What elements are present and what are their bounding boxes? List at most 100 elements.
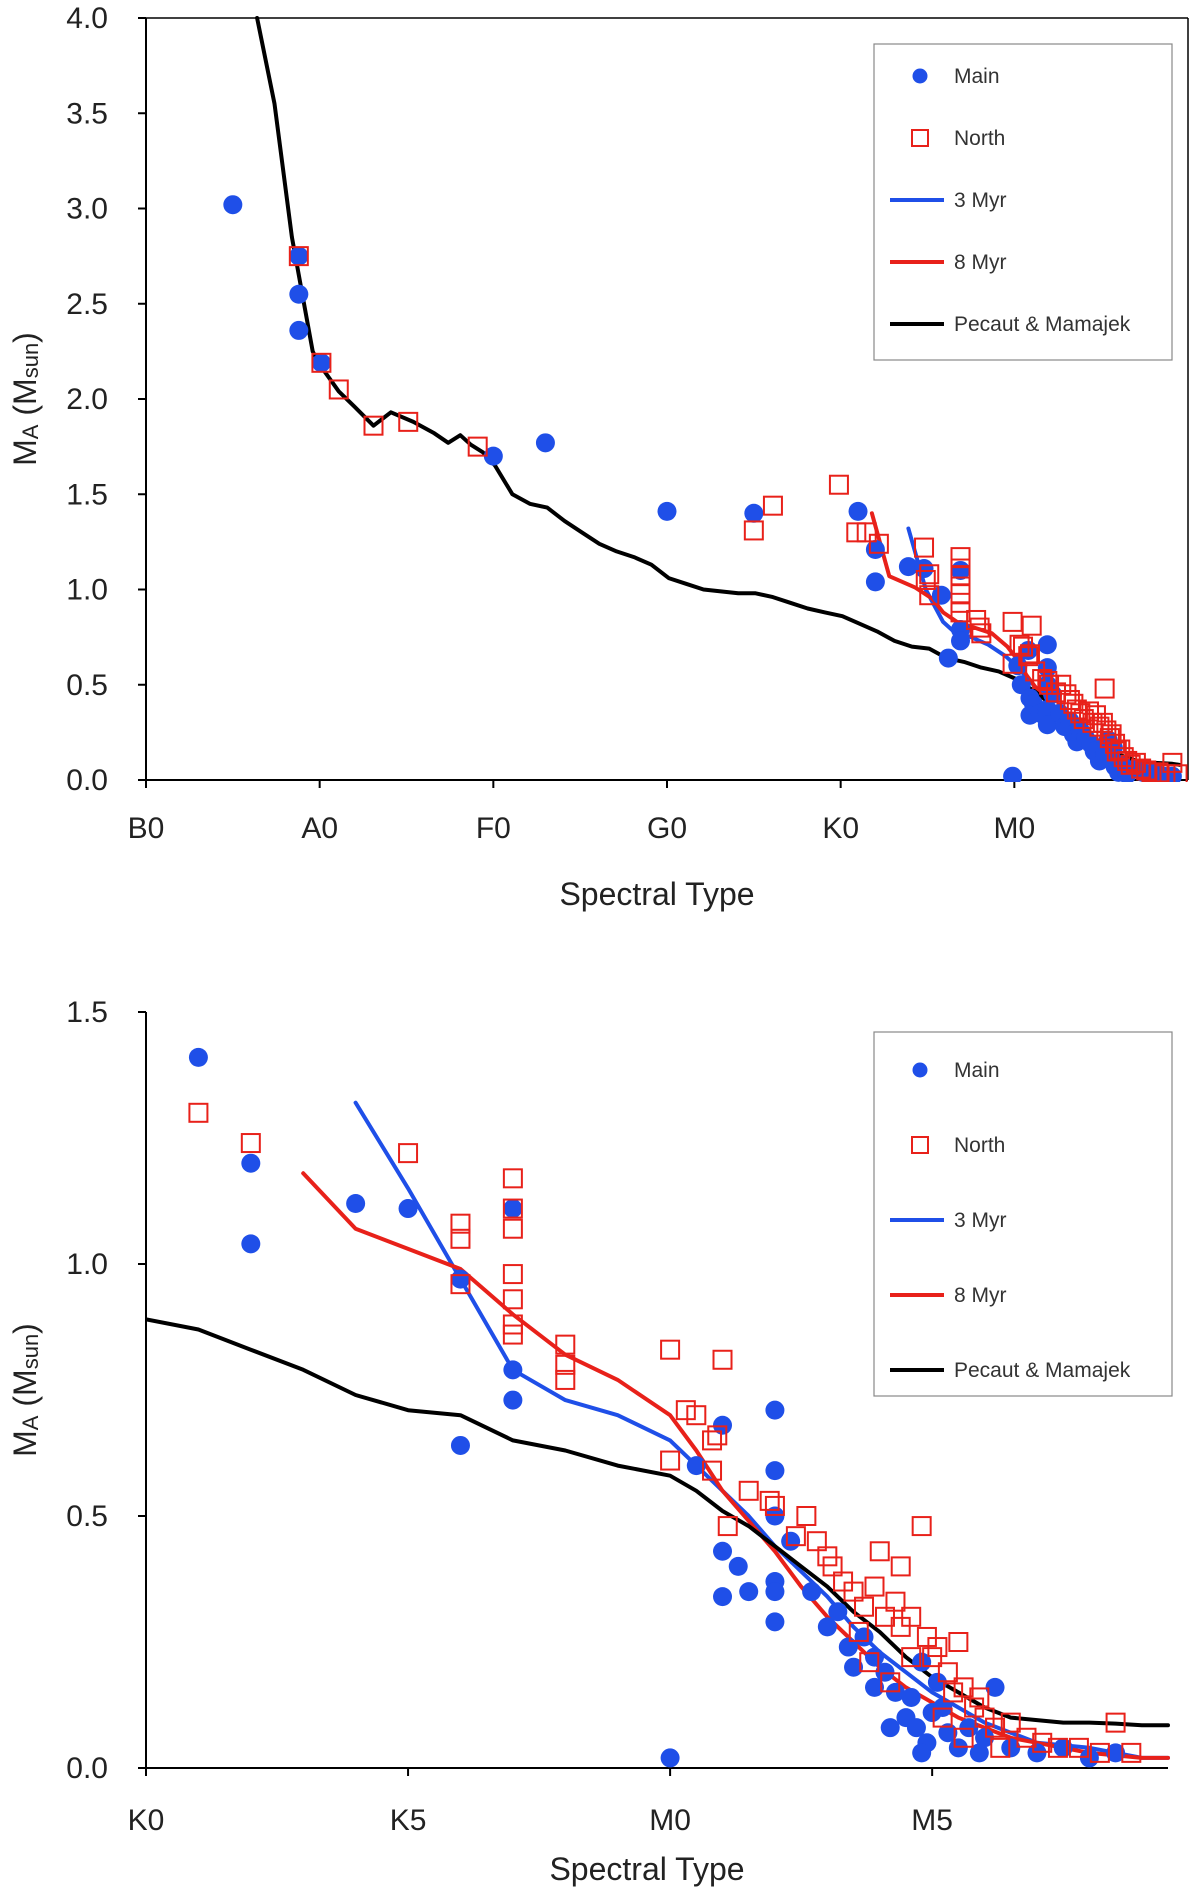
chart-2-point-main xyxy=(765,1400,785,1420)
chart-1-point-main xyxy=(1037,658,1057,678)
chart-1-y-tick-label: 2.0 xyxy=(66,383,108,416)
chart-2-point-main xyxy=(927,1672,947,1692)
chart-2-point-main xyxy=(660,1748,680,1768)
chart-1-point-north xyxy=(868,533,889,554)
chart-2-point-north xyxy=(953,1727,974,1748)
chart-2-point-main xyxy=(828,1602,848,1622)
chart-2-y-axis-title-part: sun xyxy=(18,1334,43,1369)
chart-2-point-main xyxy=(880,1718,900,1738)
chart-2-point-north xyxy=(916,1626,937,1647)
chart-1-legend: Main North 3 Myr 8 Myr Pecaut & Mamajek xyxy=(873,43,1173,361)
chart-1-y-tick-label: 1.5 xyxy=(66,478,108,511)
chart-1-point-north xyxy=(950,602,971,623)
chart-1-y-axis-title-part: (M xyxy=(7,378,43,424)
chart-1-y-axis-title-part: sun xyxy=(18,343,43,378)
chart-2-point-north xyxy=(712,1349,733,1370)
chart-2-point-main xyxy=(817,1617,837,1637)
chart-1-point-north xyxy=(1120,754,1141,775)
chart-2-point-north xyxy=(922,1647,943,1668)
chart-2-point-main xyxy=(906,1718,926,1738)
chart-2-point-north xyxy=(890,1556,911,1577)
chart-2-point-main xyxy=(728,1556,748,1576)
chart-2-point-north xyxy=(927,1637,948,1658)
chart-2-point-main xyxy=(765,1461,785,1481)
chart-1-point-north xyxy=(1085,705,1106,726)
chart-2-point-north xyxy=(738,1480,759,1501)
chart-1-y-tick-label: 3.0 xyxy=(66,193,108,226)
chart-2-x-tick-label: M5 xyxy=(911,1804,953,1837)
chart-2-point-main xyxy=(503,1360,523,1380)
chart-2-point-north xyxy=(502,1289,523,1310)
chart-1-x-tick-label: A0 xyxy=(301,812,338,845)
chart-1-point-main xyxy=(483,446,503,466)
chart-2-point-north xyxy=(901,1606,922,1627)
chart-2-line-8-myr xyxy=(301,1171,1170,1760)
chart-1-point-north xyxy=(398,411,419,432)
chart-1-y-axis-title-part: ) xyxy=(7,332,43,343)
chart-1-y-tick-label: 0.0 xyxy=(66,764,108,797)
chart-1-point-north xyxy=(1046,682,1067,703)
chart-1-point-north xyxy=(966,609,987,630)
chart-2-point-north xyxy=(964,1697,985,1718)
chart-2-point-north xyxy=(764,1495,785,1516)
chart-2-point-north xyxy=(660,1450,681,1471)
chart-1-point-north xyxy=(1032,669,1053,690)
chart-2-x-tick-label: K5 xyxy=(390,1804,427,1837)
chart-2-point-north xyxy=(911,1516,932,1537)
chart-2-legend-marker-main xyxy=(912,1062,928,1078)
chart-2-point-main xyxy=(739,1582,759,1602)
chart-2-point-north xyxy=(785,1526,806,1547)
chart-1-y-tick-label: 1.0 xyxy=(66,574,108,607)
chart-2-legend-label: North xyxy=(954,1134,1005,1157)
chart-2-point-north xyxy=(880,1672,901,1693)
chart-2-point-north xyxy=(502,1198,523,1219)
chart-1-point-north xyxy=(467,436,488,457)
chart-1-x-tick-label: F0 xyxy=(476,812,511,845)
chart-1-legend-marker-north xyxy=(911,129,929,147)
chart-2-point-north xyxy=(675,1400,696,1421)
chart-2-point-main xyxy=(188,1047,208,1067)
chart-2-point-main xyxy=(450,1269,470,1289)
chart-2-point-main xyxy=(975,1728,995,1748)
chart-1-point-north xyxy=(1113,747,1134,768)
chart-2-point-north xyxy=(969,1687,990,1708)
chart-2-point-north xyxy=(943,1682,964,1703)
chart-1-x-tick-label: M0 xyxy=(993,812,1035,845)
chart-2-point-main xyxy=(912,1743,932,1763)
chart-2-point-north xyxy=(1068,1737,1089,1758)
chart-2-point-north xyxy=(1047,1737,1068,1758)
chart-2-point-north xyxy=(450,1228,471,1249)
chart-2-point-north xyxy=(953,1677,974,1698)
chart-2-point-north xyxy=(502,1324,523,1345)
chart-1-point-north xyxy=(971,623,992,644)
chart-2-point-main xyxy=(450,1435,470,1455)
chart-2-legend-box xyxy=(873,1031,1173,1397)
chart-2-point-main xyxy=(398,1199,418,1219)
chart-2-point-north xyxy=(990,1737,1011,1758)
chart-1-y-axis-title: MA (Msun) xyxy=(7,332,43,466)
chart-1-legend-label: Main xyxy=(954,65,1000,88)
chart-2-point-north xyxy=(1121,1742,1142,1763)
chart-1-point-north xyxy=(919,564,940,585)
chart-2-point-north xyxy=(848,1621,869,1642)
chart-2-point-north xyxy=(1000,1712,1021,1733)
chart-2-point-main xyxy=(241,1234,261,1254)
chart-2-point-north xyxy=(874,1606,895,1627)
chart-2-legend-label: Main xyxy=(954,1059,1000,1082)
chart-2-x-axis-title: Spectral Type xyxy=(549,1851,744,1887)
chart-1-point-main xyxy=(1003,766,1023,782)
chart-2-point-main xyxy=(241,1153,261,1173)
chart-2-y-tick-label: 1.0 xyxy=(66,1248,108,1281)
chart-2-point-north xyxy=(502,1168,523,1189)
chart-1-point-north xyxy=(969,617,990,638)
chart-1-point-north xyxy=(919,585,940,606)
chart-1-y-tick-label: 4.0 xyxy=(66,2,108,35)
chart-1-legend-label: Pecaut & Mamajek xyxy=(954,313,1131,336)
chart-1-point-north xyxy=(1018,646,1039,667)
chart-1-legend-label: North xyxy=(954,127,1005,150)
chart-1-point-north xyxy=(1021,615,1042,636)
chart-2-point-main xyxy=(844,1657,864,1677)
chart-1-point-main xyxy=(898,557,918,577)
chart-2-legend-marker-north xyxy=(911,1136,929,1154)
chart-1-point-north xyxy=(915,569,936,590)
